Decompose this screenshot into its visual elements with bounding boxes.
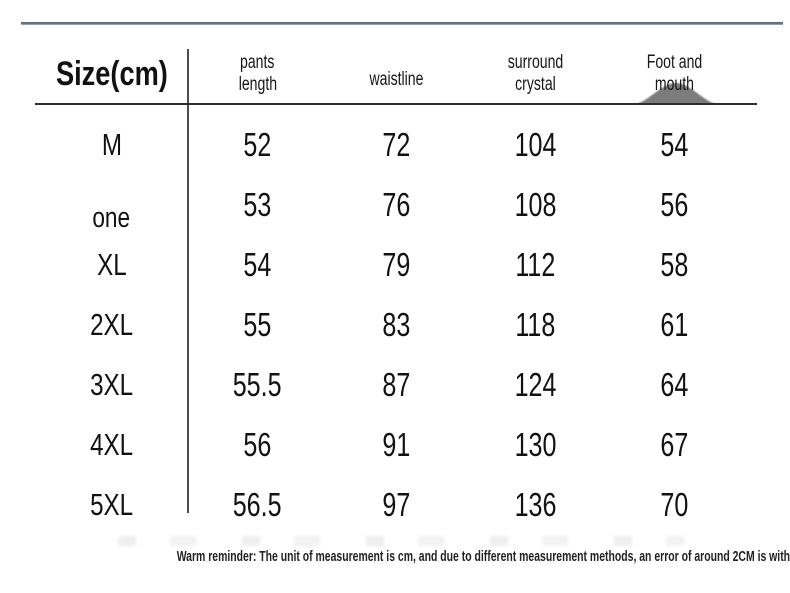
- table-row: 4XL 56 91 130 67: [35, 425, 744, 465]
- column-header-waistline: waistline: [369, 69, 424, 90]
- cell-value: 70: [660, 486, 689, 523]
- table-row: XL 54 79 112 58: [35, 245, 744, 285]
- header-underline: [35, 103, 757, 105]
- table-header-row: Size(cm) pants length waistline surround…: [35, 47, 744, 101]
- cell-value: 64: [660, 366, 689, 403]
- cell-value: 56: [660, 186, 689, 223]
- cell-value: 53: [243, 186, 272, 223]
- cell-value: 72: [382, 126, 411, 163]
- table-row: M 52 72 104 54: [35, 125, 744, 165]
- size-label: 2XL: [89, 307, 134, 342]
- table-title: Size(cm): [35, 55, 188, 94]
- cell-value: 136: [514, 486, 557, 523]
- cell-value: 56: [243, 426, 272, 463]
- cell-value: 124: [514, 366, 557, 403]
- measurement-disclaimer: Warm reminder: The unit of measurement i…: [176, 549, 790, 565]
- triangle-watermark-icon: [636, 83, 716, 104]
- cell-value: 61: [660, 306, 689, 343]
- size-label: one: [92, 202, 131, 234]
- cell-value: 67: [660, 426, 689, 463]
- cell-value: 54: [243, 246, 272, 283]
- size-label: 3XL: [89, 367, 134, 402]
- cell-value: 83: [382, 306, 411, 343]
- cell-value: 52: [243, 126, 272, 163]
- cell-value: 97: [382, 486, 411, 523]
- cell-value: 76: [382, 186, 411, 223]
- cell-value: 55.5: [233, 366, 282, 403]
- table-row: 3XL 55.5 87 124 64: [35, 365, 744, 405]
- cell-value: 56.5: [233, 486, 282, 523]
- cell-value: 54: [660, 126, 689, 163]
- cell-value: 87: [382, 366, 411, 403]
- cell-value: 91: [382, 426, 411, 463]
- size-label: M: [101, 127, 122, 162]
- column-header-foot-and-mouth: Foot and mouth: [646, 52, 703, 95]
- size-label: XL: [96, 247, 127, 282]
- cell-value: 118: [515, 306, 556, 343]
- cell-value: 58: [660, 246, 689, 283]
- cell-value: 130: [514, 426, 557, 463]
- cell-value: 55: [243, 306, 272, 343]
- table-row: one 53 76 108 56: [35, 185, 744, 234]
- size-label: 4XL: [89, 427, 134, 462]
- table-title-text: Size(cm): [55, 54, 168, 93]
- column-header-surround-crystal: surround crystal: [507, 52, 564, 95]
- table-row: 5XL 56.5 97 136 70: [35, 485, 744, 525]
- table-row: 2XL 55 83 118 61: [35, 305, 744, 345]
- top-divider-line: [21, 22, 783, 25]
- size-label: 5XL: [89, 487, 134, 522]
- cell-value: 104: [514, 126, 557, 163]
- cell-value: 108: [514, 186, 557, 223]
- vertical-divider-line: [187, 49, 189, 513]
- cell-value: 79: [382, 246, 411, 283]
- faint-watermark-artifacts: [118, 536, 684, 546]
- cell-value: 112: [515, 246, 556, 283]
- column-header-pants-length: pants length: [238, 52, 277, 95]
